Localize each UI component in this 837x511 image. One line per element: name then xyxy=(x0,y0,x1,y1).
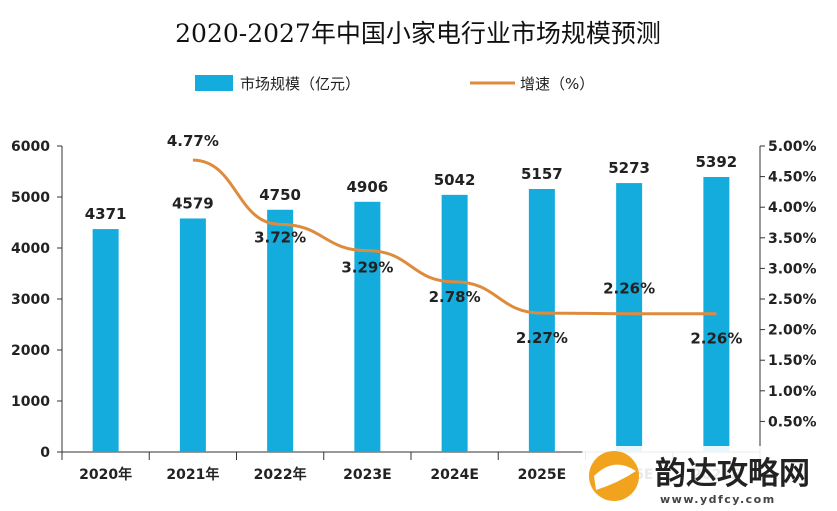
y-right-tick-label: 1.50% xyxy=(768,353,817,369)
watermark: 韵达攻略网 www.ydfcy.com xyxy=(582,446,834,508)
watermark-background xyxy=(582,446,834,508)
growth-value-label: 3.29% xyxy=(341,259,393,277)
bar-value-label: 4750 xyxy=(259,186,301,204)
y-left-tick-label: 1000 xyxy=(11,394,50,410)
x-tick-label: 2023E xyxy=(343,467,392,483)
bar xyxy=(267,209,294,452)
growth-value-label: 3.72% xyxy=(254,228,306,246)
y-right-tick-label: 3.50% xyxy=(768,231,817,247)
y-right-tick-label: 4.00% xyxy=(768,200,817,216)
watermark-logo-swoosh xyxy=(594,464,636,490)
x-tick-label: 2022年 xyxy=(254,466,307,483)
bar-value-label: 4579 xyxy=(172,194,214,212)
legend-line-label: 增速（%） xyxy=(520,75,594,93)
y-right-tick-label: 3.00% xyxy=(768,261,817,277)
bar xyxy=(179,218,206,452)
y-left-tick-label: 2000 xyxy=(11,343,50,359)
y-left-tick-label: 3000 xyxy=(11,292,50,308)
y-right-tick-label: 2.50% xyxy=(768,292,817,308)
y-left-tick-label: 4000 xyxy=(11,241,50,257)
growth-value-label: 4.77% xyxy=(167,132,219,150)
bar xyxy=(441,194,468,452)
legend: 市场规模（亿元） 增速（%） xyxy=(195,75,594,93)
bar-value-label: 5042 xyxy=(434,171,476,189)
bar-value-label: 5273 xyxy=(608,159,650,177)
bar xyxy=(354,201,381,452)
y-right-tick-label: 2.00% xyxy=(768,323,817,339)
bar-value-label: 4906 xyxy=(347,178,389,196)
y-left-tick-label: 5000 xyxy=(11,190,50,206)
y-left-tick-label: 6000 xyxy=(11,139,50,155)
y-left-tick-label: 0 xyxy=(40,445,50,461)
legend-bar-swatch xyxy=(195,75,233,91)
y-right-tick-label: 0.50% xyxy=(768,414,817,430)
chart-title: 2020-2027年中国小家电行业市场规模预测 xyxy=(175,19,661,48)
growth-line xyxy=(192,158,717,316)
bar-value-label: 5157 xyxy=(521,165,563,183)
x-tick-label: 2021年 xyxy=(166,466,219,483)
watermark-url: www.ydfcy.com xyxy=(660,493,776,506)
y-right-tick-label: 4.50% xyxy=(768,170,817,186)
growth-value-label: 2.26% xyxy=(603,280,655,298)
plot-area: 0 1000 2000 3000 4000 5000 6000 0.50% 1.00% 1.50%… xyxy=(11,132,817,483)
x-tick-label: 2024E xyxy=(430,467,479,483)
bar-value-label: 4371 xyxy=(85,205,127,223)
bar xyxy=(616,183,643,452)
x-tick-label: 2025E xyxy=(518,467,567,483)
bar xyxy=(528,188,555,453)
bar xyxy=(92,229,119,452)
watermark-text: 韵达攻略网 xyxy=(655,456,810,492)
growth-value-label: 2.78% xyxy=(429,288,481,306)
y-right-tick-label: 5.00% xyxy=(768,139,817,155)
bar-value-label: 5392 xyxy=(696,153,738,171)
growth-value-label: 2.27% xyxy=(516,329,568,347)
growth-value-label: 2.26% xyxy=(690,330,742,348)
x-tick-label: 2020年 xyxy=(79,466,132,483)
y-right-tick-label: 1.00% xyxy=(768,384,817,400)
legend-bar-label: 市场规模（亿元） xyxy=(240,75,360,93)
